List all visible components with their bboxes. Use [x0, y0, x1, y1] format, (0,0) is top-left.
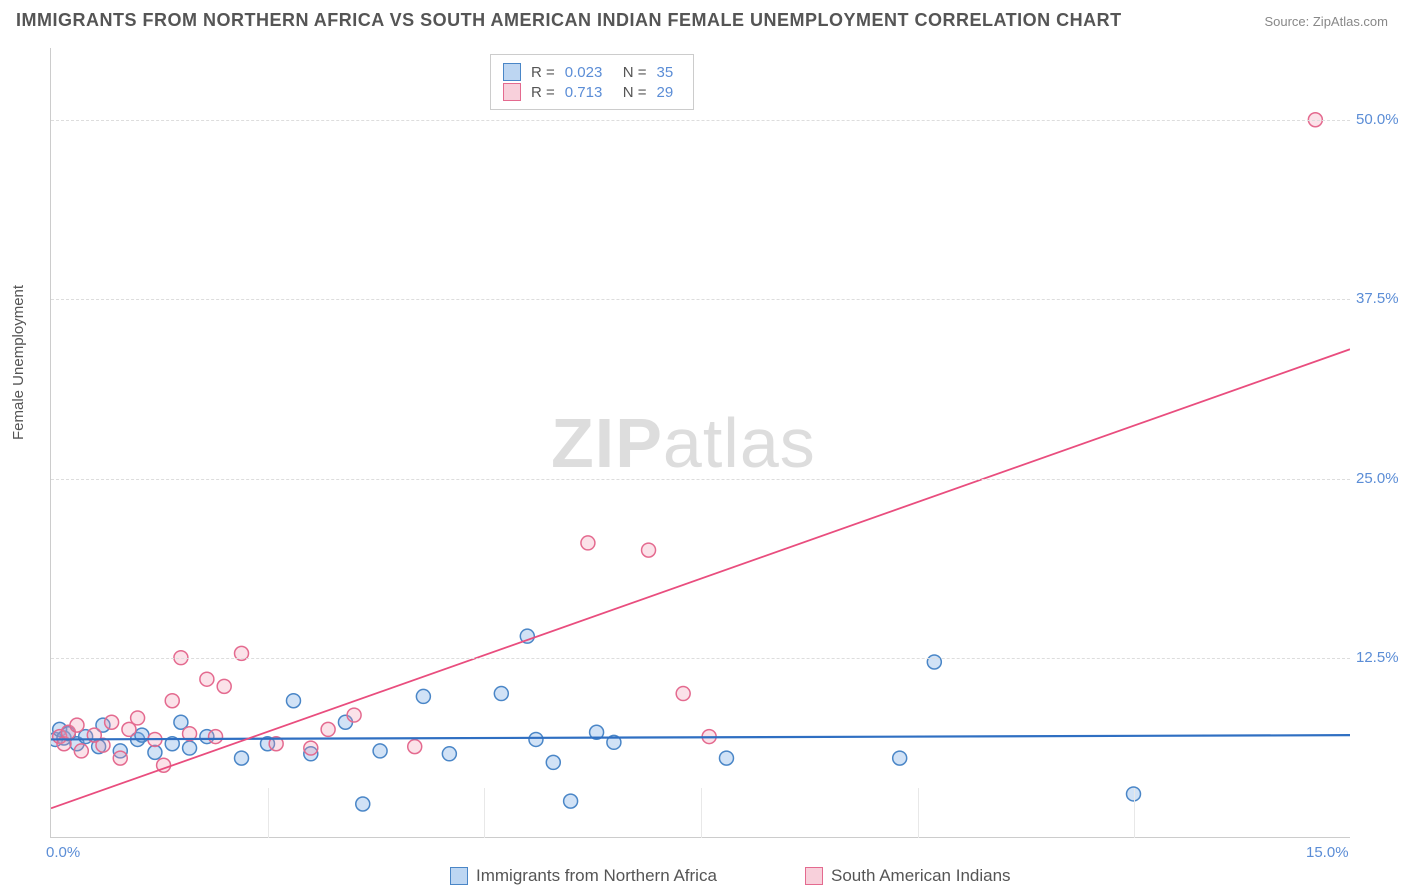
gridline-horizontal: [51, 299, 1350, 300]
gridline-horizontal: [51, 658, 1350, 659]
gridline-vertical: [701, 788, 702, 838]
trend-line-pink: [51, 349, 1350, 808]
scatter-point-pink: [581, 536, 595, 550]
scatter-svg: [51, 48, 1350, 837]
legend-swatch-pink: [805, 867, 823, 885]
y-tick-label: 37.5%: [1356, 290, 1399, 307]
scatter-point-pink: [217, 679, 231, 693]
scatter-point-pink: [676, 687, 690, 701]
scatter-point-pink: [321, 722, 335, 736]
source-link[interactable]: ZipAtlas.com: [1313, 14, 1388, 29]
scatter-point-pink: [70, 718, 84, 732]
r-label: R =: [531, 64, 555, 81]
plot-area: ZIPatlas: [50, 48, 1350, 838]
legend-stats-row: R = 0.713 N = 29: [503, 83, 681, 101]
scatter-point-blue: [235, 751, 249, 765]
gridline-vertical: [484, 788, 485, 838]
y-tick-label: 25.0%: [1356, 470, 1399, 487]
scatter-point-blue: [356, 797, 370, 811]
legend-swatch-blue: [450, 867, 468, 885]
x-tick-label: 0.0%: [46, 844, 80, 861]
n-value-pink: 29: [657, 84, 681, 101]
scatter-point-blue: [927, 655, 941, 669]
r-value-pink: 0.713: [565, 84, 613, 101]
legend-stats: R = 0.023 N = 35 R = 0.713 N = 29: [490, 54, 694, 110]
y-axis-label: Female Unemployment: [10, 285, 27, 440]
n-label: N =: [623, 84, 647, 101]
legend-swatch-blue: [503, 63, 521, 81]
scatter-point-blue: [442, 747, 456, 761]
y-tick-label: 50.0%: [1356, 111, 1399, 128]
scatter-point-pink: [347, 708, 361, 722]
chart-title: IMMIGRANTS FROM NORTHERN AFRICA VS SOUTH…: [16, 10, 1122, 31]
gridline-horizontal: [51, 479, 1350, 480]
scatter-point-blue: [564, 794, 578, 808]
source-attribution: Source: ZipAtlas.com: [1264, 14, 1388, 29]
gridline-vertical: [268, 788, 269, 838]
gridline-vertical: [918, 788, 919, 838]
source-prefix: Source:: [1264, 14, 1312, 29]
scatter-point-pink: [131, 711, 145, 725]
r-label: R =: [531, 84, 555, 101]
legend-swatch-pink: [503, 83, 521, 101]
n-label: N =: [623, 64, 647, 81]
n-value-blue: 35: [657, 64, 681, 81]
y-tick-label: 12.5%: [1356, 649, 1399, 666]
scatter-point-pink: [209, 730, 223, 744]
scatter-point-blue: [373, 744, 387, 758]
gridline-vertical: [1134, 788, 1135, 838]
scatter-point-blue: [529, 732, 543, 746]
scatter-point-blue: [893, 751, 907, 765]
gridline-horizontal: [51, 120, 1350, 121]
scatter-point-blue: [148, 745, 162, 759]
scatter-point-pink: [74, 744, 88, 758]
r-value-blue: 0.023: [565, 64, 613, 81]
scatter-point-blue: [416, 689, 430, 703]
scatter-point-pink: [113, 751, 127, 765]
scatter-point-pink: [105, 715, 119, 729]
x-tick-label: 15.0%: [1306, 844, 1349, 861]
scatter-point-pink: [642, 543, 656, 557]
legend-label-blue: Immigrants from Northern Africa: [476, 866, 717, 886]
scatter-point-pink: [304, 741, 318, 755]
scatter-point-blue: [719, 751, 733, 765]
legend-series: South American Indians: [805, 866, 1011, 886]
legend-series: Immigrants from Northern Africa: [450, 866, 717, 886]
legend-label-pink: South American Indians: [831, 866, 1011, 886]
scatter-point-blue: [494, 687, 508, 701]
scatter-point-blue: [546, 755, 560, 769]
scatter-point-blue: [183, 741, 197, 755]
scatter-point-pink: [408, 740, 422, 754]
scatter-point-blue: [286, 694, 300, 708]
scatter-point-pink: [200, 672, 214, 686]
legend-stats-row: R = 0.023 N = 35: [503, 63, 681, 81]
scatter-point-pink: [165, 694, 179, 708]
